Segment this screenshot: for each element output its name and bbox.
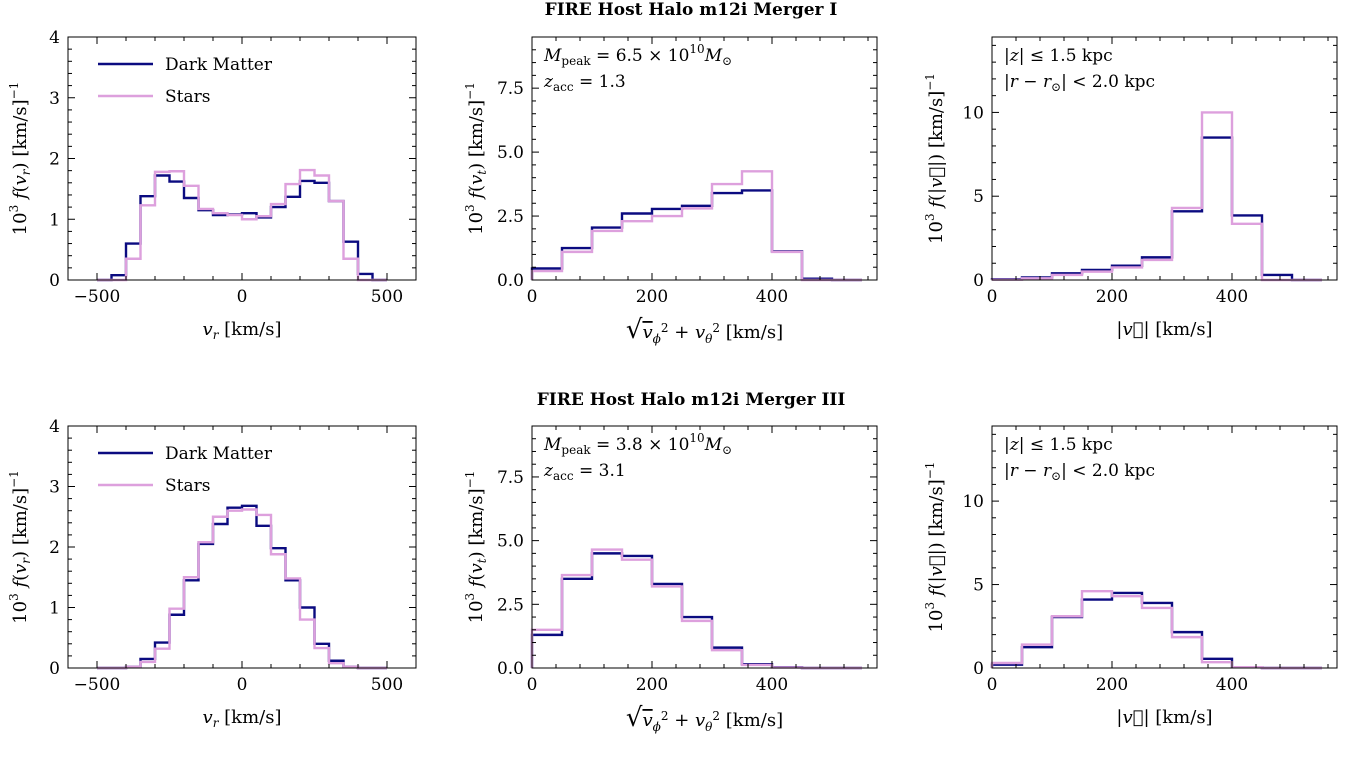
y-tick-label: 0.0 [497,271,524,291]
chart-panel-5: 0 200 400 0.0 2.5 5.0 7.5 √vϕ2 + vθ2 [km/s] 103 … [463,425,878,734]
x-tick-label: 400 [1216,287,1248,307]
x-tick-label: 200 [636,675,668,695]
y-tick-label: 7.5 [497,468,524,488]
annotation-line-2: zacc = 3.1 [543,461,626,483]
y-tick-label: 1 [49,599,60,619]
x-axis-label: |v⃗| [km/s] [1116,707,1212,728]
plot-frame [531,425,878,669]
series-line-stars [530,548,862,670]
series-line-dark-matter [530,552,862,670]
legend-label-stars: Stars [165,476,210,496]
y-tick-label: 3 [49,89,60,109]
series-line-dark-matter [990,136,1322,282]
series-line-dark-matter [530,189,862,282]
x-tick-label: 400 [1216,675,1248,695]
y-tick-label: 0 [973,271,984,291]
y-tick-label: 10 [962,492,984,512]
y-axis-label: 103 f(|v⃗|) [km/s]−1 [923,73,947,244]
y-axis-label: 103 f(vt) [km/s]−1 [463,471,489,624]
legend: Dark Matter Stars [98,444,273,496]
x-tick-label: 0 [527,675,538,695]
x-tick-label: 0 [237,675,248,695]
y-tick-label: 0 [49,271,60,291]
series-line-stars [97,168,387,282]
y-tick-label: 10 [962,103,984,123]
y-tick-label: 5 [973,187,984,207]
row-title-merger-iii: FIRE Host Halo m12i Merger III [537,390,846,410]
chart-panel-4: −500 0 500 0 1 2 3 4 vr [km/s] 103 f(vr) [km/s]−1… [7,417,417,730]
chart-panel-3: 0 200 400 0 5 10 |v⃗| [km/s] 103 f(|v⃗|) [km/s]… [923,36,1338,340]
x-axis-label: √vϕ2 + vθ2 [km/s] [626,315,783,346]
y-tick-label: 7.5 [497,79,524,99]
x-tick-label: 400 [756,675,788,695]
y-tick-label: 2 [49,150,60,170]
x-tick-label: 200 [1096,675,1128,695]
x-tick-label: 0 [527,287,538,307]
plot-frame [531,36,878,281]
legend-label-stars: Stars [165,87,210,107]
plot-frame [991,425,1338,669]
series-line-stars [990,590,1322,670]
y-tick-label: 3 [49,478,60,498]
x-tick-label: 400 [756,287,788,307]
series-line-dark-matter [990,591,1322,670]
y-tick-label: 5.0 [497,143,524,163]
y-tick-label: 5.0 [497,532,524,552]
series-line-dark-matter [97,504,387,670]
annotation-line-2: |r − r⊙| < 2.0 kpc [1004,72,1155,94]
y-axis-label: 103 f(vt) [km/s]−1 [463,82,489,235]
y-tick-label: 4 [49,28,60,48]
x-axis-label: vr [km/s] [203,707,282,730]
annotation-line-2: |r − r⊙| < 2.0 kpc [1004,461,1155,483]
annotation-line-1: |z| ≤ 1.5 kpc [1004,435,1113,455]
x-tick-label: 500 [371,287,403,307]
annotation-line-2: zacc = 1.3 [543,72,626,94]
x-tick-label: 200 [1096,287,1128,307]
x-tick-label: 0 [987,287,998,307]
x-tick-label: 500 [371,675,403,695]
y-axis-label: 103 f(|v⃗|) [km/s]−1 [923,462,947,633]
annotation-line-1: Mpeak = 6.5 × 1010M⊙ [543,42,732,68]
legend: Dark Matter Stars [98,55,273,107]
x-tick-label: 200 [636,287,668,307]
y-tick-label: 5 [973,576,984,596]
y-tick-label: 0 [49,659,60,679]
chart-panel-6: 0 200 400 0 5 10 |v⃗| [km/s] 103 f(|v⃗|) [km/s]… [923,425,1338,728]
y-tick-label: 2 [49,538,60,558]
annotation-line-1: |z| ≤ 1.5 kpc [1004,46,1113,66]
y-tick-label: 0.0 [497,659,524,679]
x-axis-label: √vϕ2 + vθ2 [km/s] [626,703,783,734]
row-title-merger-i: FIRE Host Halo m12i Merger I [545,0,838,20]
x-axis-label: vr [km/s] [203,319,282,342]
y-tick-label: 2.5 [497,207,524,227]
x-tick-label: 0 [237,287,248,307]
legend-label-dark-matter: Dark Matter [165,444,273,464]
series-line-stars [530,170,862,282]
y-axis-label: 103 f(vr) [km/s]−1 [7,82,33,236]
y-tick-label: 4 [49,417,60,437]
x-axis-label: |v⃗| [km/s] [1116,319,1212,340]
y-tick-label: 2.5 [497,595,524,615]
chart-panel-1: −500 0 500 0 1 2 3 4 vr [km/s] 103 f(vr) [km/s]−1… [7,28,417,342]
legend-label-dark-matter: Dark Matter [165,55,273,75]
annotation-line-1: Mpeak = 3.8 × 1010M⊙ [543,431,732,457]
x-tick-label: −500 [74,675,121,695]
plot-frame [991,36,1338,281]
series-line-stars [990,111,1322,282]
y-axis-label: 103 f(vr) [km/s]−1 [7,470,33,624]
series-line-stars [97,508,387,670]
chart-panel-2: 0 200 400 0.0 2.5 5.0 7.5 √vϕ2 + vθ2 [km/s] 103 … [463,36,878,346]
y-tick-label: 0 [973,659,984,679]
y-tick-label: 1 [49,210,60,230]
x-tick-label: 0 [987,675,998,695]
x-tick-label: −500 [74,287,121,307]
